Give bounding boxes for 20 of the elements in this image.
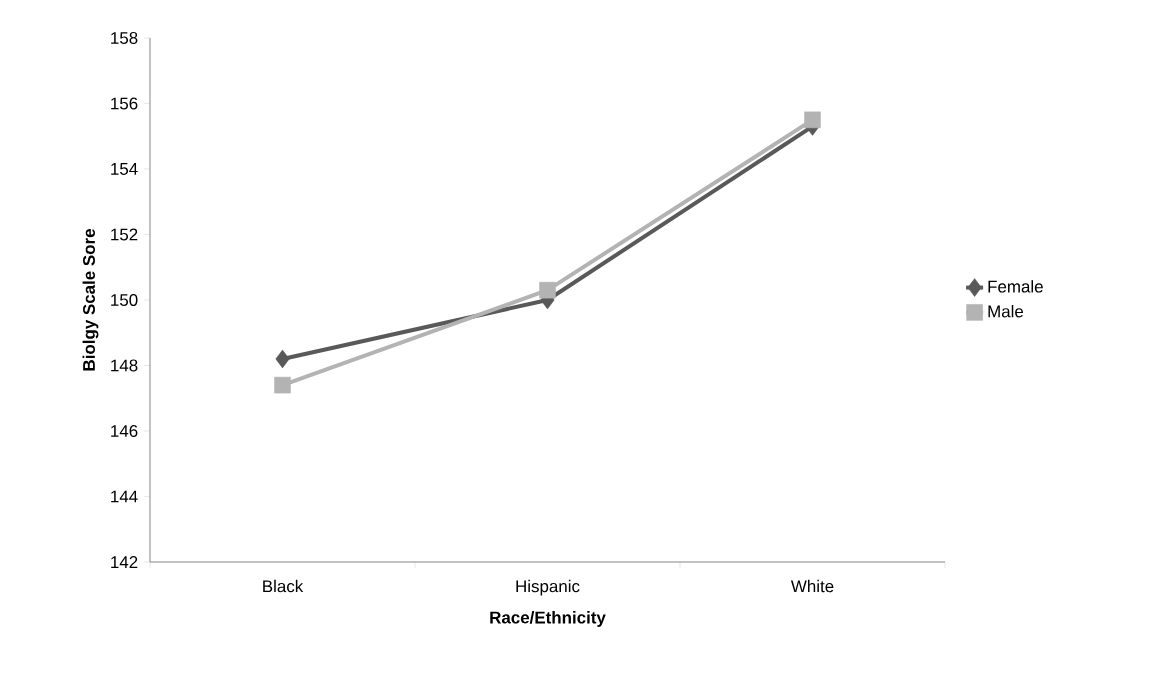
x-axis-title: Race/Ethnicity bbox=[490, 611, 606, 627]
legend-label: Male bbox=[988, 304, 1024, 318]
y-tick-label: 144 bbox=[111, 490, 138, 503]
y-tick-label: 154 bbox=[111, 163, 138, 175]
point bbox=[804, 111, 821, 129]
x-tick-label: Black bbox=[263, 579, 304, 593]
point bbox=[274, 376, 291, 394]
y-axis-title: Biolgy Scale Sore bbox=[82, 229, 99, 371]
point bbox=[539, 281, 556, 299]
point bbox=[275, 349, 290, 369]
x-tick-label: White bbox=[790, 579, 834, 593]
y-tick-label: 158 bbox=[111, 31, 138, 44]
y-tick-label: 146 bbox=[111, 424, 138, 437]
x-tick-label: Hispanic bbox=[516, 579, 580, 596]
y-tick-label: 142 bbox=[111, 556, 138, 568]
y-tick-label: 156 bbox=[111, 97, 138, 110]
legend-label: Female bbox=[988, 280, 1043, 293]
y-tick-label: 148 bbox=[111, 359, 138, 372]
y-tick-label: 152 bbox=[111, 228, 138, 241]
y-tick-label: 150 bbox=[111, 293, 138, 306]
